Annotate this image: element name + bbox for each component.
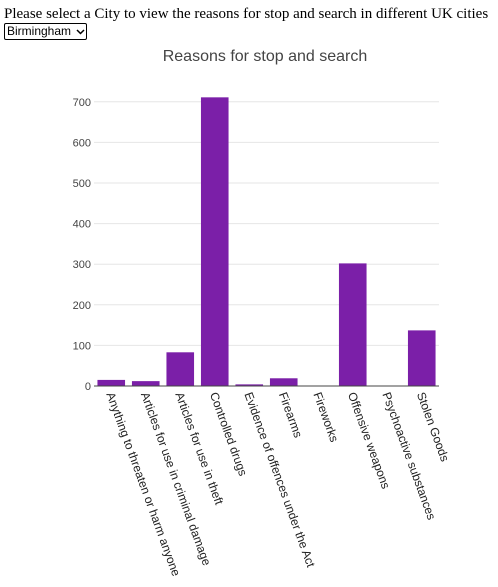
x-tick-label: Stolen Goods bbox=[414, 390, 452, 463]
bar bbox=[131, 381, 160, 386]
city-select-value: Birmingham bbox=[7, 24, 72, 38]
y-tick-label: 0 bbox=[85, 381, 91, 393]
x-tick-label: Evidence of offences under the Act bbox=[241, 390, 318, 569]
y-tick-label: 100 bbox=[73, 340, 91, 352]
city-select[interactable]: Birmingham bbox=[4, 23, 87, 40]
bar bbox=[407, 330, 436, 386]
bar bbox=[338, 263, 367, 386]
y-tick-label: 300 bbox=[73, 259, 91, 271]
x-tick-label: Firearms bbox=[276, 390, 305, 439]
x-tick-label: Fireworks bbox=[310, 390, 341, 444]
bar bbox=[200, 97, 229, 387]
bar bbox=[269, 378, 298, 386]
y-tick-label: 600 bbox=[73, 137, 91, 149]
chart-title: Reasons for stop and search bbox=[163, 48, 368, 65]
y-tick-label: 200 bbox=[73, 300, 91, 312]
chevron-down-icon bbox=[74, 24, 86, 39]
y-tick-label: 700 bbox=[73, 97, 91, 109]
y-tick-label: 500 bbox=[73, 178, 91, 190]
page-prompt: Please select a City to view the reasons… bbox=[4, 6, 489, 22]
y-tick-label: 400 bbox=[73, 219, 91, 231]
bar bbox=[166, 352, 195, 386]
bar bbox=[235, 384, 264, 386]
bar bbox=[97, 379, 126, 386]
